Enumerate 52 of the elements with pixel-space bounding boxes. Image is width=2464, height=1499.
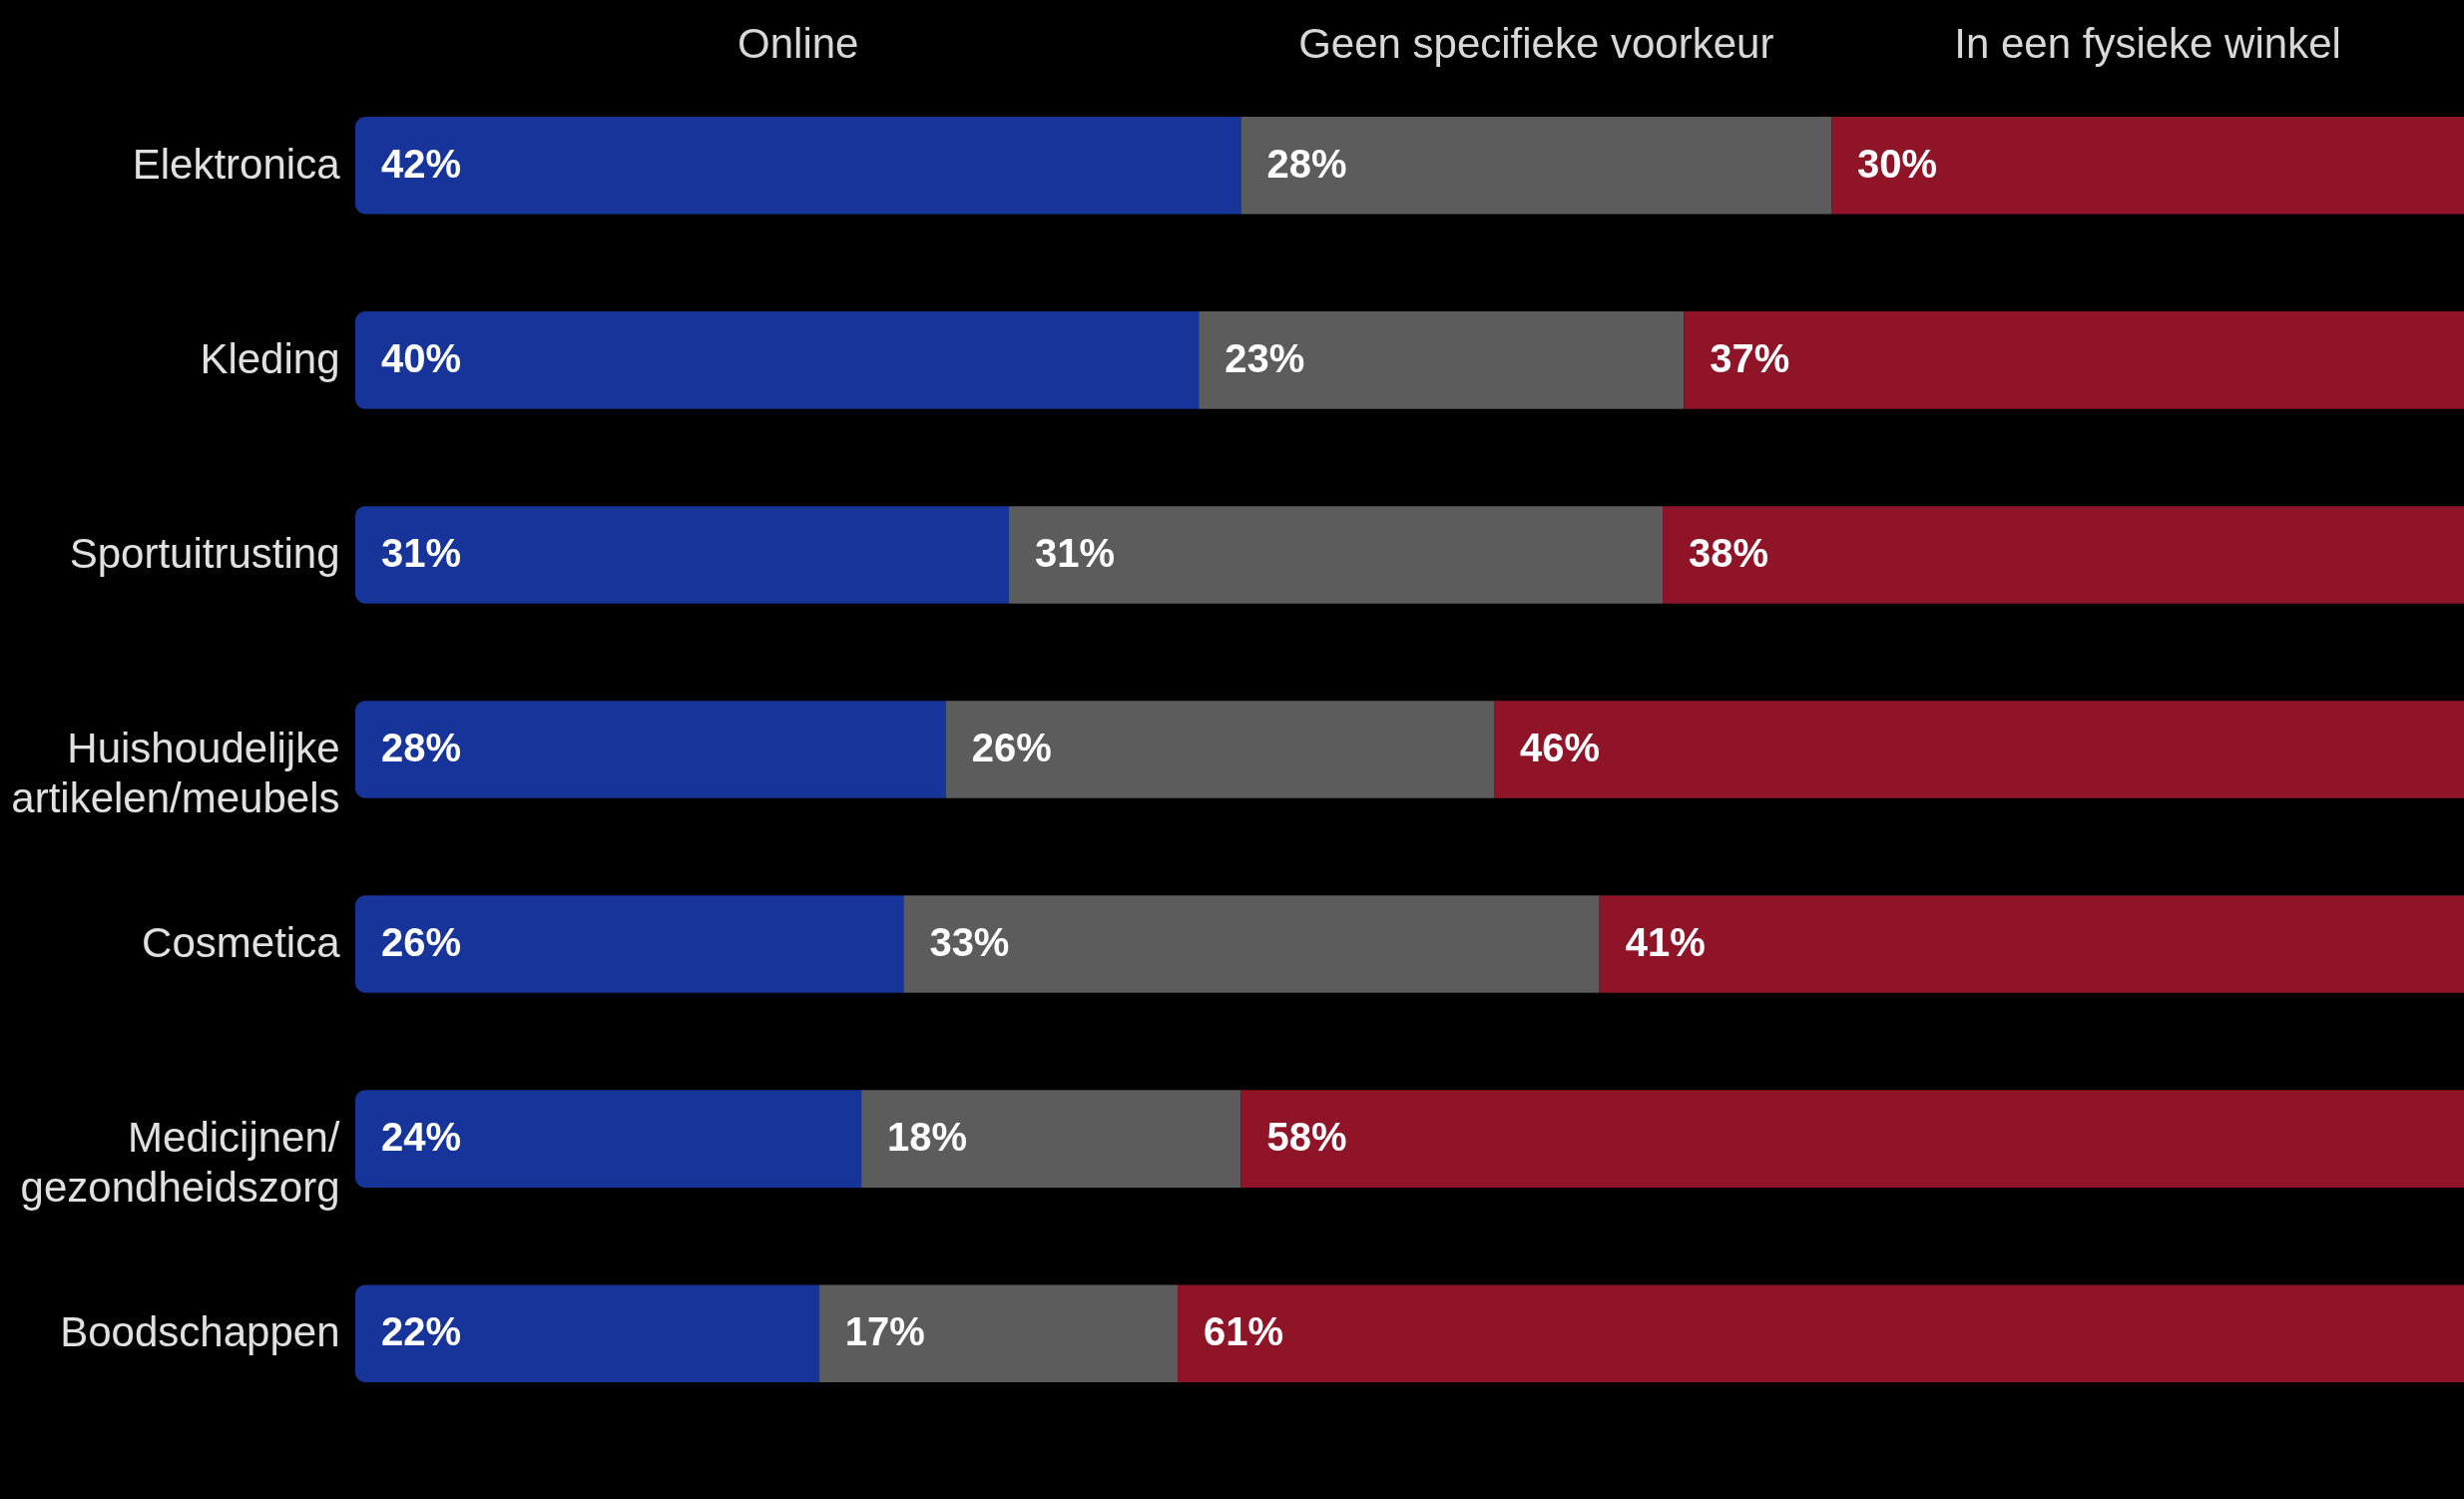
bar: [861, 1090, 1241, 1188]
bar: [355, 117, 1241, 215]
series-label: Geen specifieke voorkeur: [1298, 20, 1774, 67]
series-label: Online: [738, 20, 859, 67]
data-label: 40%: [381, 335, 462, 380]
bar: [903, 895, 1600, 993]
bar: [1494, 701, 2464, 798]
y-tick-label: Huishoudelijke artikelen/meubels: [11, 725, 340, 821]
data-label: 18%: [887, 1115, 968, 1160]
y-tick-label: Kleding: [200, 334, 340, 382]
data-label: 58%: [1266, 1115, 1347, 1160]
bar: [945, 701, 1495, 798]
data-label: 22%: [381, 1309, 462, 1354]
bar: [1240, 1090, 2464, 1188]
data-label: 46%: [1520, 726, 1601, 769]
bar: [1663, 506, 2464, 604]
y-tick-label: Medicijnen/ gezondheidszorg: [20, 1114, 340, 1212]
data-label: 28%: [1266, 141, 1347, 186]
y-tick-label: Sportuitrusting: [69, 529, 340, 577]
bar: [1684, 311, 2464, 409]
data-label: 17%: [844, 1309, 925, 1354]
series-label: In een fysieke winkel: [1954, 20, 2341, 67]
data-label: 38%: [1689, 530, 1769, 575]
data-label: 26%: [971, 726, 1052, 769]
data-label: 28%: [381, 726, 462, 769]
data-label: 23%: [1225, 335, 1305, 380]
bar: [1009, 506, 1664, 604]
bar: [355, 701, 946, 798]
y-tick-label: Elektronica: [132, 140, 341, 188]
bar: [355, 895, 904, 993]
data-label: 41%: [1625, 920, 1706, 965]
bar: [1831, 117, 2464, 215]
data-label: 42%: [381, 141, 462, 186]
data-label: 26%: [381, 920, 462, 965]
bar: [1599, 895, 2464, 993]
data-label: 37%: [1710, 335, 1790, 380]
data-label: 33%: [929, 920, 1010, 965]
data-label: 31%: [1035, 530, 1116, 575]
bar: [1240, 117, 1832, 215]
y-tick-label: Cosmetica: [142, 919, 341, 967]
data-label: 24%: [381, 1115, 462, 1160]
y-tick-label: Boodschappen: [60, 1308, 340, 1356]
bar: [818, 1284, 1179, 1382]
bar: [1199, 311, 1685, 409]
bar: [1178, 1284, 2464, 1382]
data-label: 31%: [381, 530, 462, 575]
data-label: 61%: [1204, 1309, 1284, 1354]
bar: [355, 311, 1200, 409]
data-label: 30%: [1857, 141, 1938, 186]
bar: [355, 506, 1010, 604]
bar: [355, 1284, 819, 1382]
bar: [355, 1090, 862, 1188]
